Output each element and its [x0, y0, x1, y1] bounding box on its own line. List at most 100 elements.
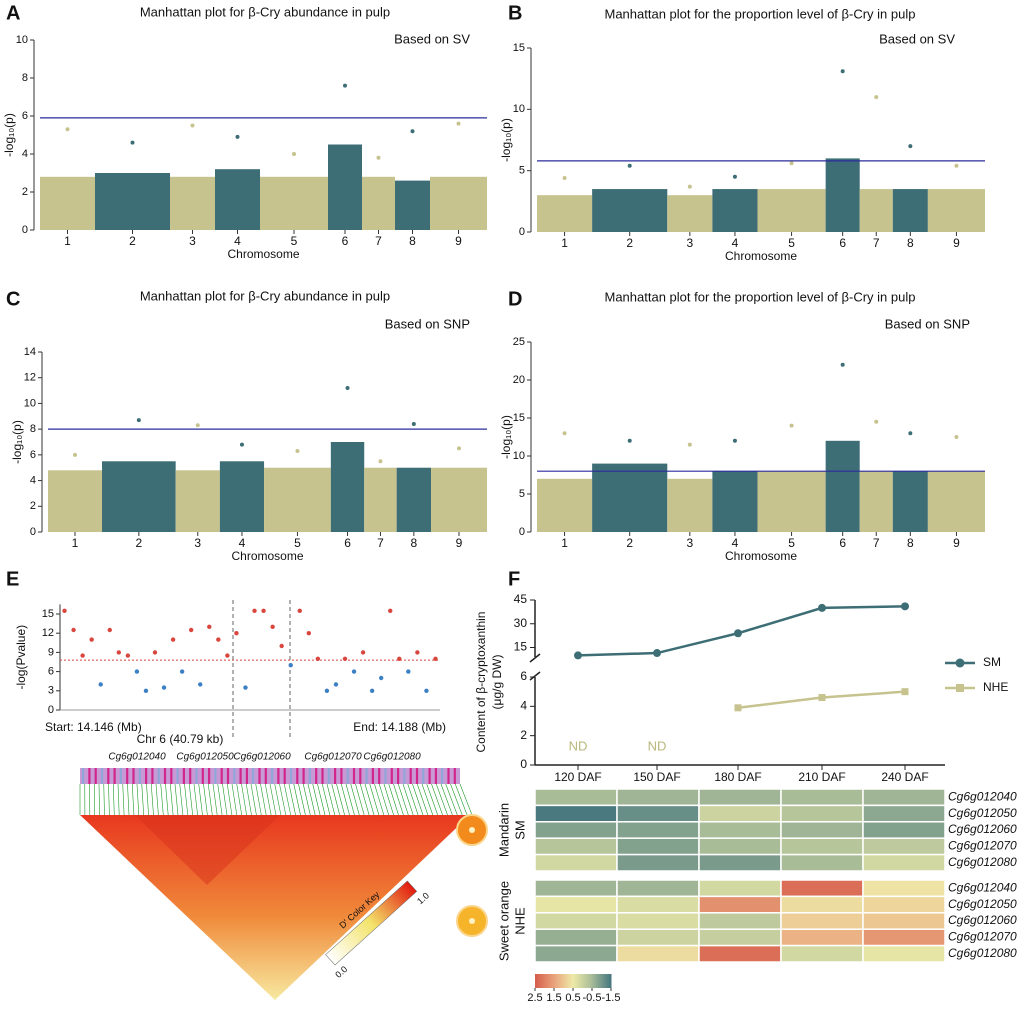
- snp-cloud: [175, 470, 220, 532]
- snp-cloud: [859, 471, 893, 532]
- y-tick-label: 6: [520, 669, 527, 683]
- peak-point: [789, 161, 794, 166]
- peak-point: [295, 449, 300, 453]
- ld-link: [231, 783, 238, 816]
- peak-point: [908, 144, 913, 149]
- y-tick-label: 2: [22, 186, 28, 198]
- panel-label: B: [508, 2, 522, 24]
- heatmap-cell: [698, 912, 782, 930]
- end-label: End: 14.188 (Mb): [353, 720, 446, 734]
- x-tick-label: 6: [344, 536, 351, 550]
- heatmap-cell: [698, 853, 782, 872]
- x-tick-label: 2: [626, 536, 633, 550]
- gene-stripe: [415, 768, 419, 784]
- snp-cloud: [48, 470, 103, 532]
- ld-key-bar: [325, 880, 418, 966]
- x-tick-label: 7: [873, 536, 880, 550]
- gene-stripe: [340, 768, 343, 784]
- snp-point: [424, 688, 429, 693]
- snp-cloud: [431, 467, 487, 532]
- data-point: [734, 629, 742, 638]
- annotation: ND: [569, 738, 588, 753]
- ld-key-tick: 1.0: [415, 890, 431, 906]
- ld-link: [321, 783, 331, 816]
- y-axis-label: -log₁₀(p): [2, 113, 16, 157]
- x-tick-label: 3: [686, 236, 693, 250]
- color-key-cell: [590, 974, 593, 988]
- group-label: Sweet orange: [496, 881, 511, 961]
- peak-point: [627, 163, 632, 168]
- peak-point: [292, 152, 296, 156]
- y-tick-label: 10: [24, 397, 36, 409]
- snp-cloud: [362, 176, 395, 230]
- snp-cloud: [712, 189, 758, 232]
- snp-point: [360, 650, 366, 655]
- gene-stripe: [296, 768, 299, 784]
- color-key-cell: [540, 974, 544, 988]
- ld-link: [421, 783, 434, 816]
- panel-label: D: [508, 288, 522, 310]
- y-tick-label: 0: [22, 224, 28, 236]
- snp-point: [252, 608, 257, 613]
- heatmap-cell: [862, 895, 946, 914]
- ld-link: [350, 783, 360, 816]
- x-tick-label: 4: [732, 236, 739, 250]
- heatmap-cell: [534, 788, 618, 807]
- ld-link: [369, 783, 380, 816]
- ld-link: [298, 783, 306, 816]
- peak-point: [562, 431, 567, 436]
- snp-cloud: [364, 467, 397, 532]
- ld-link: [445, 783, 458, 816]
- snp-cloud: [712, 471, 758, 532]
- ld-link: [198, 783, 203, 816]
- x-tick-label: 2: [136, 536, 143, 550]
- y-tick-label: 10: [513, 103, 525, 115]
- y-tick-label: 15: [514, 640, 528, 654]
- heatmap-cell: [698, 879, 782, 898]
- x-tick-label: 7: [375, 234, 382, 248]
- snp-cloud: [95, 173, 170, 230]
- snp-point: [198, 682, 203, 687]
- peak-point: [732, 438, 737, 443]
- snp-point: [188, 627, 194, 633]
- x-tick-label: 3: [194, 536, 201, 550]
- ld-link: [250, 783, 257, 816]
- heatmap-cell: [862, 804, 946, 823]
- y-tick-label: 0: [519, 226, 525, 238]
- heatmap-cell: [862, 912, 946, 930]
- ld-link: [264, 783, 272, 816]
- legend-marker: [956, 684, 964, 692]
- snp-cloud: [264, 467, 331, 532]
- peak-point: [376, 155, 381, 160]
- heatmap-cell: [698, 821, 782, 839]
- heatmap-cell: [616, 944, 700, 963]
- ld-link: [131, 783, 135, 816]
- heatmap-cell: [616, 853, 700, 872]
- snp-cloud: [825, 440, 860, 532]
- snp-cloud: [396, 467, 432, 532]
- region-label: Chr 6 (40.79 kb): [137, 732, 224, 746]
- series-line: [577, 605, 906, 657]
- x-tick-label: 4: [732, 536, 739, 550]
- x-tick-label: 1: [64, 234, 71, 248]
- gene-stripe: [151, 768, 154, 784]
- heatmap-cell: [534, 804, 618, 823]
- ld-link: [312, 783, 321, 816]
- heatmap-cell: [780, 788, 864, 807]
- peak-point: [65, 127, 70, 132]
- snp-point: [143, 688, 149, 693]
- gene-stripe: [226, 768, 230, 784]
- start-label: Start: 14.146 (Mb): [45, 720, 142, 734]
- chart-subtitle: Based on SNP: [885, 316, 970, 331]
- gene-stripe: [119, 768, 122, 784]
- snp-point: [397, 656, 402, 661]
- y-axis-label: -log₁₀(p): [499, 415, 513, 459]
- heatmap-cell: [862, 944, 946, 963]
- heatmap-cell: [698, 944, 782, 963]
- snp-point: [433, 656, 438, 661]
- color-key-cell: [569, 974, 572, 988]
- color-key-cell: [609, 974, 612, 988]
- peak-point: [343, 83, 347, 88]
- color-key-cell: [548, 974, 551, 988]
- chart-title: Manhattan plot for β-Cry abundance in pu…: [140, 288, 390, 303]
